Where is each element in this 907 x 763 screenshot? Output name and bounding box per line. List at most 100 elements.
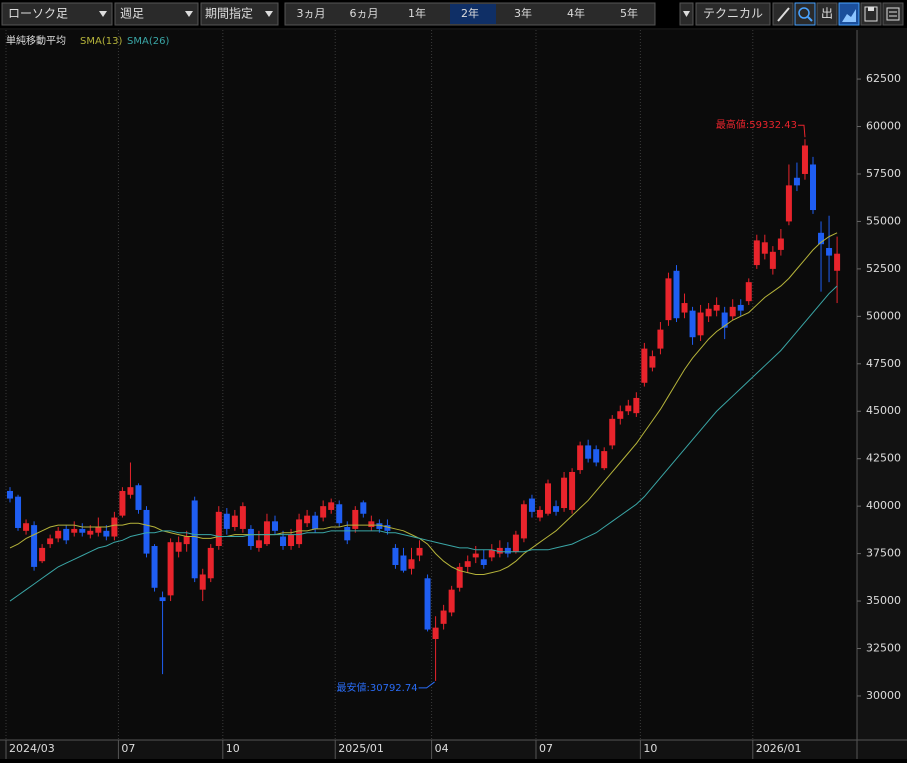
candle-body [810, 164, 816, 211]
candle-body [801, 145, 808, 174]
chart-style-select[interactable]: ローソク足 [1, 2, 113, 26]
icon-chart[interactable] [838, 2, 860, 26]
range-button[interactable]: 3ヵ月 [297, 7, 326, 20]
candle-body [143, 509, 150, 554]
y-tick-label: 30000 [866, 689, 901, 702]
icon-label: 出 [821, 7, 833, 21]
y-tick-label: 57500 [866, 167, 901, 180]
candle-body [191, 500, 198, 579]
y-tick-label: 52500 [866, 262, 901, 275]
candle-body [456, 566, 463, 588]
range-button[interactable]: 6ヵ月 [350, 7, 379, 20]
candle-body [247, 528, 254, 547]
range-button[interactable]: 5年 [620, 6, 638, 20]
period-select[interactable]: 期間指定 [200, 2, 279, 26]
candle-body [103, 530, 110, 537]
sma-line [9, 232, 838, 575]
candle-body [512, 534, 519, 552]
candle-body [55, 530, 62, 539]
candle-body [826, 248, 833, 256]
x-tick-label: 2024/03 [9, 742, 55, 755]
y-tick-label: 55000 [866, 214, 901, 227]
x-tick-label: 2026/01 [756, 742, 802, 755]
candle-body [818, 232, 825, 245]
indicator-name: 単純移動平均 [6, 34, 66, 47]
candle-body [761, 242, 768, 254]
candle-body [432, 627, 439, 640]
icon-save[interactable] [860, 2, 882, 26]
range-button[interactable]: 4年 [567, 6, 585, 20]
icon-draw[interactable] [772, 2, 794, 26]
candle-body [464, 561, 471, 567]
interval-select[interactable]: 週足 [114, 2, 199, 26]
range-button[interactable]: 2年 [461, 6, 479, 20]
candle-body [135, 485, 142, 510]
candle-body [561, 477, 568, 509]
candle-body [304, 515, 311, 524]
range-button[interactable]: 1年 [408, 6, 426, 20]
candle-body [376, 523, 383, 529]
candle-body [47, 538, 54, 545]
candle-body [705, 308, 712, 317]
candle-body [271, 521, 278, 531]
candle-body [793, 177, 800, 186]
candle-body [167, 542, 174, 596]
y-tick-label: 47500 [866, 357, 901, 370]
candle-body [577, 445, 584, 471]
candle-body [368, 521, 375, 528]
candle-body [424, 578, 431, 630]
candle-body [536, 509, 543, 518]
candle-body [71, 528, 78, 533]
y-tick-label: 37500 [866, 547, 901, 560]
candle-body [697, 312, 704, 336]
candle-body [151, 546, 158, 588]
icon-settings[interactable] [882, 2, 904, 26]
candle-body [119, 490, 126, 516]
candle-body [657, 329, 664, 349]
candle-body [496, 547, 503, 554]
select-label: ローソク足 [8, 7, 68, 21]
candle-body [207, 547, 214, 579]
candle-body [231, 515, 238, 528]
technical-button: テクニカル [703, 7, 763, 21]
icon-out[interactable]: 出 [816, 2, 838, 26]
candle-body [545, 483, 552, 514]
candle-body [199, 574, 206, 590]
y-tick-label: 45000 [866, 404, 901, 417]
candle-body [175, 542, 182, 552]
candle-body [448, 589, 455, 613]
candle-body [296, 519, 303, 545]
candle-body [504, 547, 511, 554]
candle-body [288, 534, 295, 547]
candle-body [681, 303, 688, 313]
candle-body [408, 559, 415, 569]
candle-body [673, 270, 680, 319]
x-tick-label: 07 [539, 742, 553, 755]
candle-body [87, 530, 94, 535]
candle-body [721, 312, 728, 328]
candle-body [528, 498, 535, 512]
icon-zoom[interactable] [794, 2, 816, 26]
annotation-arrow [418, 681, 435, 689]
candle-body [785, 185, 792, 222]
candle-body [239, 506, 246, 529]
legend-entry: SMA(13) [80, 36, 122, 47]
y-tick-label: 32500 [866, 642, 901, 655]
candle-body [31, 525, 38, 567]
candle-body [360, 502, 367, 514]
candle-body [280, 536, 287, 547]
sma-line [9, 285, 838, 602]
annotation: 最安値:30792.74 [336, 681, 417, 694]
candle-body [488, 549, 495, 558]
technical-menu[interactable]: テクニカル [679, 2, 771, 26]
candle-body [745, 282, 752, 302]
candle-body [553, 506, 560, 512]
candle-body [183, 536, 190, 545]
candle-body [263, 521, 270, 545]
candle-body [593, 449, 600, 463]
range-button[interactable]: 3年 [514, 6, 532, 20]
candle-body [609, 418, 616, 446]
candle-body [569, 471, 576, 510]
